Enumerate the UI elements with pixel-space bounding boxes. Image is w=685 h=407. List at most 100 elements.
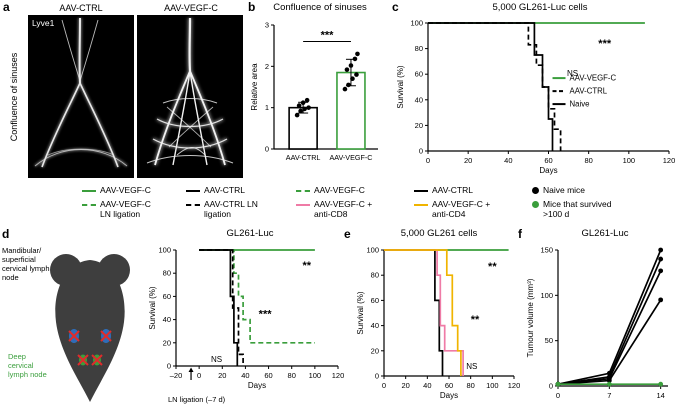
chart-c-title: 5,000 GL261-Luc cells: [492, 2, 588, 13]
legend-line-marker: [414, 190, 428, 192]
svg-text:2: 2: [265, 62, 269, 71]
chart-svg-c: 0 20 40 60 80 100 120 0 20 40 60 80 100 Survival (%) D…: [396, 19, 676, 176]
panel-letter-f: f: [518, 227, 522, 241]
legend-line-marker: [296, 190, 310, 192]
svg-text:0: 0: [549, 382, 553, 391]
svg-text:80: 80: [584, 156, 592, 165]
svg-text:0: 0: [556, 391, 560, 400]
legend-label: Mice that survived >100 d: [543, 198, 612, 219]
micrograph-aav-vegfc: [137, 15, 243, 178]
svg-text:0: 0: [167, 362, 171, 371]
image-label-aav-vegfc: AAV-VEGF-C: [164, 3, 218, 13]
legend-line-marker: [186, 190, 200, 192]
legend-item: Naive mice: [532, 185, 650, 196]
svg-text:80: 80: [163, 269, 171, 278]
svg-text:AAV-VEGF-C: AAV-VEGF-C: [570, 74, 617, 83]
svg-text:60: 60: [415, 70, 423, 79]
svg-text:100: 100: [366, 246, 379, 255]
legend-item: AAV-CTRL LN ligation: [186, 198, 280, 220]
panel-letter-a: a: [3, 0, 10, 14]
svg-text:20: 20: [415, 121, 423, 130]
svg-text:40: 40: [504, 156, 512, 165]
svg-text:0: 0: [419, 147, 423, 156]
svg-text:20: 20: [218, 371, 226, 380]
svg-text:120: 120: [332, 371, 345, 380]
svg-text:Survival (%): Survival (%): [356, 291, 365, 334]
svg-text:Relative area: Relative area: [250, 63, 259, 111]
svg-text:20: 20: [464, 156, 472, 165]
svg-text:LN ligation (–7 d): LN ligation (–7 d): [168, 395, 226, 404]
panel-letter-b: b: [248, 0, 256, 14]
micrograph-aav-ctrl-vessels: [28, 15, 134, 178]
svg-text:–20: –20: [170, 371, 183, 380]
svg-text:Survival (%): Survival (%): [396, 65, 405, 108]
svg-text:40: 40: [371, 321, 379, 330]
svg-text:40: 40: [423, 381, 431, 390]
series-aav-ctrl: [384, 249, 444, 376]
legend-dot-marker: [532, 200, 539, 208]
micrograph-aav-vegfc-vessels: [137, 15, 243, 178]
svg-text:Days: Days: [248, 381, 266, 390]
series-naive: [428, 22, 554, 151]
svg-text:80: 80: [466, 381, 474, 390]
svg-text:0: 0: [426, 156, 430, 165]
legend-label: AAV-VEGF-C: [314, 185, 365, 195]
mouse-diagram: [50, 254, 130, 402]
series-aav-ctrl: [428, 22, 562, 151]
svg-text:0: 0: [375, 372, 379, 381]
chart-tumour-volume: 0 7 14 0 50 100 150 Tumour volume (mm³): [524, 240, 682, 406]
svg-text:**: **: [488, 261, 497, 273]
stain-label-lyve1: Lyve1: [32, 18, 55, 28]
svg-text:**: **: [471, 314, 480, 326]
series-aav-vegf-c-anti-cd4: [384, 249, 462, 376]
legend-line-marker: [296, 203, 310, 206]
legend-item: AAV-CTRL: [186, 185, 280, 196]
legend-line-marker: [414, 203, 428, 206]
svg-text:40: 40: [415, 95, 423, 104]
svg-text:AAV-CTRL: AAV-CTRL: [570, 87, 608, 96]
series-aav-vegf-c-anti-cd8: [384, 249, 464, 376]
svg-text:0: 0: [382, 381, 386, 390]
svg-text:Survival (%): Survival (%): [148, 286, 157, 329]
legend-column-4: AAV-CTRL AAV-VEGF-C + anti-CD4: [414, 185, 516, 220]
svg-text:3: 3: [265, 21, 269, 30]
svg-text:120: 120: [663, 156, 676, 165]
legend-item: AAV-VEGF-C + anti-CD8: [296, 198, 398, 220]
legend-dot-marker: [532, 187, 539, 194]
svg-text:**: **: [302, 260, 311, 272]
svg-text:Naive: Naive: [570, 100, 590, 109]
mouse-head: [55, 260, 125, 402]
svg-text:60: 60: [264, 371, 272, 380]
svg-text:NS: NS: [211, 355, 222, 364]
series-aav-vegf-c-ln-ligation: [199, 249, 315, 344]
legend-label: AAV-VEGF-C + anti-CD4: [432, 198, 491, 219]
legend-item: AAV-VEGF-C: [82, 185, 170, 196]
svg-text:0: 0: [265, 145, 269, 154]
svg-text:100: 100: [309, 371, 322, 380]
legend-label: AAV-VEGF-C + anti-CD8: [314, 198, 373, 219]
svg-text:100: 100: [540, 291, 553, 300]
mouse-label-mandibular: Mandibular/ superficial cervical lymph n…: [2, 246, 50, 282]
micrograph-aav-ctrl: [28, 15, 134, 178]
svg-text:100: 100: [158, 246, 171, 255]
svg-text:NS: NS: [466, 362, 477, 371]
chart-svg-f: 0 7 14 0 50 100 150 Tumour volume (mm³): [526, 246, 668, 400]
svg-text:Days: Days: [539, 166, 557, 175]
chart-e-title: 5,000 GL261 cells: [400, 228, 478, 239]
svg-text:60: 60: [371, 296, 379, 305]
svg-text:14: 14: [656, 391, 664, 400]
legend-label: Naive mice: [543, 185, 586, 195]
legend-label: AAV-CTRL LN ligation: [204, 198, 258, 219]
svg-text:100: 100: [486, 381, 499, 390]
series-naive-mice: [557, 258, 662, 386]
legend-item: AAV-VEGF-C + anti-CD4: [414, 198, 516, 220]
mouse-label-deep-cervical: Deep cervical lymph node: [8, 352, 47, 379]
svg-text:***: ***: [259, 309, 273, 321]
svg-text:60: 60: [544, 156, 552, 165]
svg-text:7: 7: [607, 391, 611, 400]
legend-item: Mice that survived >100 d: [532, 198, 650, 220]
figure-legend: AAV-VEGF-C AAV-VEGF-C LN ligation AAV-CTRL…: [82, 185, 650, 220]
legend-column-5: Naive mice Mice that survived >100 d: [532, 185, 650, 220]
